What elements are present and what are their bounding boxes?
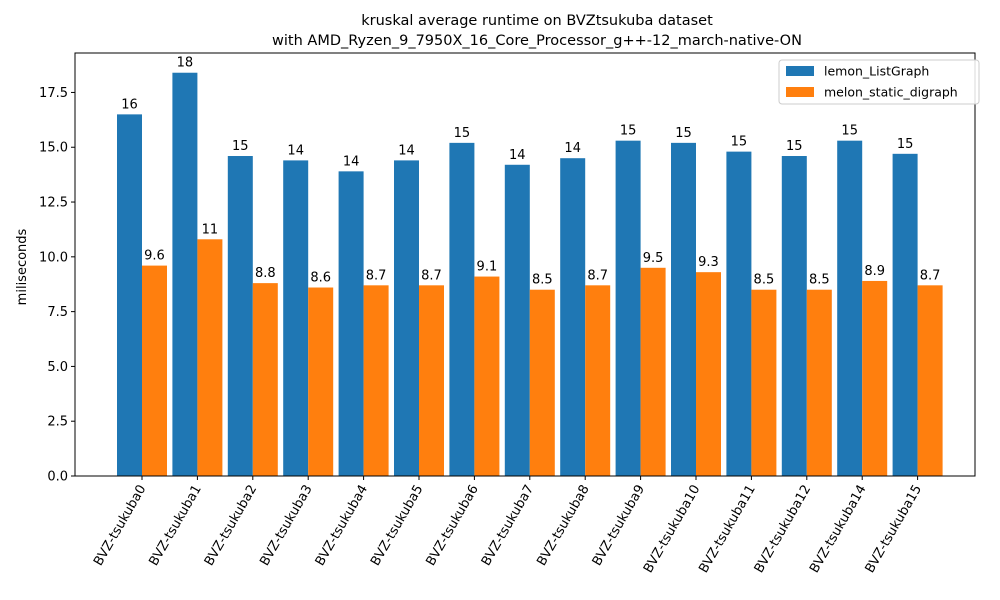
bar-lemon_ListGraph-BVZ-tsukuba12 — [781, 156, 807, 476]
data-label: 8.8 — [255, 266, 276, 281]
data-label: 8.6 — [310, 271, 331, 286]
bar-melon_static_digraph-BVZ-tsukuba10 — [696, 272, 721, 476]
data-label: 9.5 — [643, 251, 664, 266]
bars-layer: 16 18 15 14 14 14 15 14 14 15 15 15 15 15 15 9.6 11 8.8 8.… — [117, 56, 943, 477]
legend-box — [778, 59, 980, 105]
data-label: 15 — [675, 126, 692, 141]
x-tick-label: BVZ-tsukuba15 — [863, 483, 926, 576]
data-label: 15 — [454, 126, 471, 141]
x-tick-label: BVZ-tsukuba14 — [807, 483, 870, 576]
x-tick-label: BVZ-tsukuba3 — [257, 483, 315, 569]
bar-melon_static_digraph-BVZ-tsukuba12 — [806, 289, 832, 476]
x-tick-label: BVZ-tsukuba8 — [534, 483, 592, 569]
data-label: 9.1 — [477, 260, 498, 275]
bar-melon_static_digraph-BVZ-tsukuba15 — [917, 285, 943, 476]
bar-melon_static_digraph-BVZ-tsukuba2 — [252, 283, 278, 476]
data-label: 8.7 — [366, 268, 387, 283]
legend: lemon_ListGraph melon_static_digraph — [778, 59, 980, 105]
bar-lemon_ListGraph-BVZ-tsukuba2 — [227, 156, 253, 476]
data-label: 14 — [509, 148, 526, 163]
data-label: 8.5 — [809, 273, 830, 288]
bar-melon_static_digraph-BVZ-tsukuba0 — [142, 265, 167, 476]
legend-label: melon_static_digraph — [824, 85, 958, 100]
y-tick-label: 2.5 — [47, 415, 68, 430]
data-label: 14 — [564, 141, 581, 156]
data-label: 8.5 — [754, 273, 775, 288]
data-label: 11 — [202, 222, 219, 237]
y-axis: 0.0 2.5 5.0 7.5 10.0 12.5 15.0 17.5 — [39, 86, 75, 485]
data-label: 14 — [398, 143, 415, 158]
data-label: 15 — [731, 135, 748, 150]
data-label: 15 — [786, 139, 803, 154]
legend-swatch — [786, 66, 814, 76]
x-tick-label: BVZ-tsukuba0 — [91, 483, 149, 569]
bar-melon_static_digraph-BVZ-tsukuba7 — [529, 289, 555, 476]
data-label: 8.7 — [920, 268, 941, 283]
data-label: 15 — [841, 124, 858, 139]
bar-lemon_ListGraph-BVZ-tsukuba1 — [172, 72, 198, 476]
bar-lemon_ListGraph-BVZ-tsukuba5 — [394, 160, 419, 476]
y-axis-label: miliseconds — [15, 228, 30, 305]
bar-lemon_ListGraph-BVZ-tsukuba0 — [117, 114, 142, 477]
bar-lemon_ListGraph-BVZ-tsukuba6 — [449, 142, 475, 476]
plot-frame — [74, 52, 976, 477]
data-label: 18 — [177, 56, 194, 71]
bar-melon_static_digraph-BVZ-tsukuba6 — [474, 276, 500, 476]
y-tick-label: 7.5 — [47, 305, 68, 320]
data-label: 8.5 — [532, 273, 553, 288]
data-label: 15 — [232, 139, 249, 154]
bar-melon_static_digraph-BVZ-tsukuba11 — [751, 289, 777, 476]
bar-lemon_ListGraph-BVZ-tsukuba7 — [504, 164, 530, 476]
data-label: 14 — [287, 143, 304, 158]
x-tick-label: BVZ-tsukuba5 — [368, 483, 426, 569]
bar-lemon_ListGraph-BVZ-tsukuba4 — [338, 171, 364, 476]
x-axis: BVZ-tsukuba0BVZ-tsukuba1BVZ-tsukuba2BVZ-… — [91, 476, 925, 576]
x-tick-label: BVZ-tsukuba4 — [313, 483, 371, 569]
bar-lemon_ListGraph-BVZ-tsukuba15 — [892, 153, 918, 476]
x-tick-label: BVZ-tsukuba10 — [641, 483, 704, 576]
y-tick-label: 5.0 — [47, 360, 68, 375]
legend-label: lemon_ListGraph — [824, 64, 929, 79]
data-label: 8.7 — [421, 268, 442, 283]
bar-lemon_ListGraph-BVZ-tsukuba11 — [726, 151, 752, 476]
x-tick-label: BVZ-tsukuba1 — [146, 483, 204, 569]
bar-lemon_ListGraph-BVZ-tsukuba8 — [560, 158, 586, 476]
bar-melon_static_digraph-BVZ-tsukuba9 — [640, 267, 666, 476]
x-tick-label: BVZ-tsukuba2 — [202, 483, 260, 569]
bar-melon_static_digraph-BVZ-tsukuba8 — [585, 285, 611, 476]
data-label: 15 — [620, 124, 637, 139]
data-label: 8.9 — [864, 264, 885, 279]
data-label: 16 — [121, 97, 138, 112]
legend-swatch — [786, 87, 814, 97]
data-label: 9.3 — [698, 255, 719, 270]
data-label: 15 — [897, 137, 914, 152]
bar-lemon_ListGraph-BVZ-tsukuba14 — [837, 140, 863, 476]
data-label: 8.7 — [587, 268, 608, 283]
chart-subtitle: with AMD_Ryzen_9_7950X_16_Core_Processor… — [272, 33, 802, 49]
bar-melon_static_digraph-BVZ-tsukuba1 — [197, 239, 223, 476]
x-tick-label: BVZ-tsukuba9 — [590, 483, 648, 569]
data-label: 9.6 — [144, 249, 165, 264]
x-tick-label: BVZ-tsukuba11 — [696, 483, 759, 576]
y-tick-label: 15.0 — [39, 141, 68, 156]
bar-melon_static_digraph-BVZ-tsukuba4 — [363, 285, 389, 476]
bar-lemon_ListGraph-BVZ-tsukuba3 — [283, 160, 309, 476]
bar-melon_static_digraph-BVZ-tsukuba5 — [419, 285, 444, 476]
bar-melon_static_digraph-BVZ-tsukuba3 — [308, 287, 334, 476]
y-tick-label: 17.5 — [39, 86, 68, 101]
bar-melon_static_digraph-BVZ-tsukuba14 — [862, 280, 888, 476]
data-label: 14 — [343, 154, 360, 169]
bar-lemon_ListGraph-BVZ-tsukuba9 — [615, 140, 641, 476]
x-tick-label: BVZ-tsukuba12 — [752, 483, 815, 576]
y-tick-label: 10.0 — [39, 250, 68, 265]
y-tick-label: 0.0 — [47, 470, 68, 485]
x-tick-label: BVZ-tsukuba6 — [423, 483, 481, 569]
x-tick-label: BVZ-tsukuba7 — [479, 483, 537, 569]
bar-lemon_ListGraph-BVZ-tsukuba10 — [671, 142, 696, 476]
y-tick-label: 12.5 — [39, 196, 68, 211]
chart-title: kruskal average runtime on BVZtsukuba da… — [361, 13, 713, 29]
